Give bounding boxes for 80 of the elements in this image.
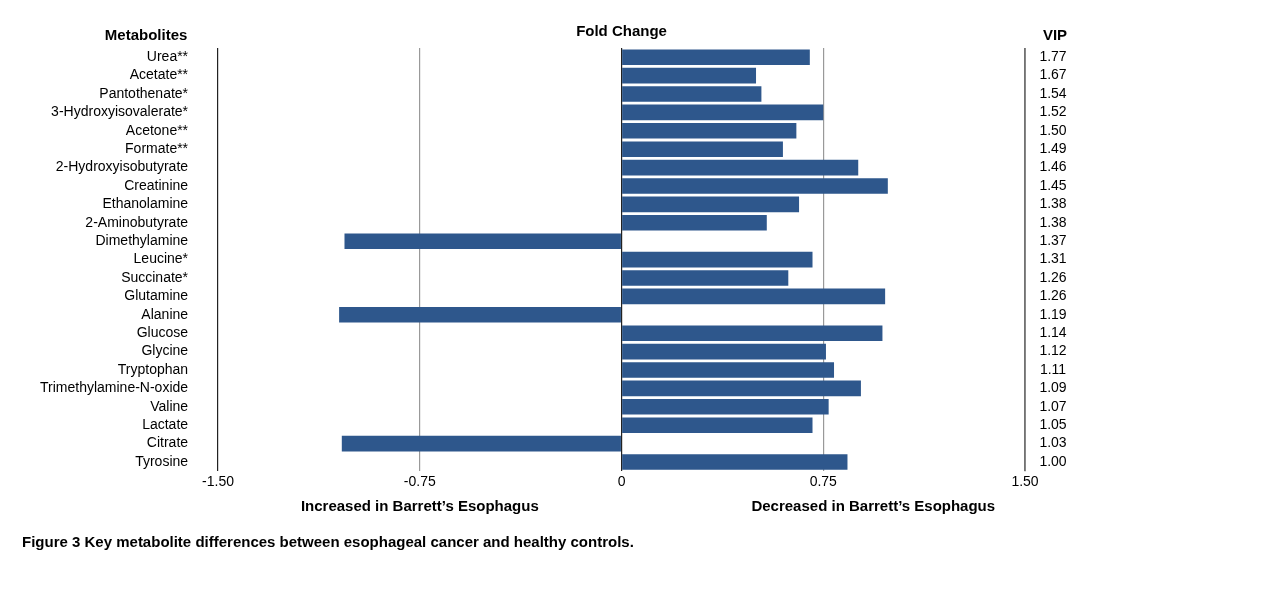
text: VIP bbox=[1042, 26, 1068, 44]
y-tick-label: Tryptophan bbox=[117, 360, 189, 377]
y-tick-label: Urea** bbox=[146, 48, 189, 65]
text: 1.54 bbox=[1039, 84, 1067, 101]
y-tick-label: 3-Hydroxyisovalerate* bbox=[51, 103, 189, 120]
text: 1.49 bbox=[1039, 140, 1067, 157]
y-tick-label: Valine bbox=[150, 397, 189, 414]
y-tick-label: Formate** bbox=[125, 140, 189, 157]
text: 1.07 bbox=[1039, 397, 1067, 414]
bar bbox=[622, 251, 813, 268]
bar bbox=[622, 104, 824, 121]
text: 1.37 bbox=[1039, 232, 1067, 249]
y-tick-label: Glutamine bbox=[124, 287, 189, 304]
y-tick-label: Lactate bbox=[142, 416, 189, 433]
text: 1.05 bbox=[1039, 416, 1067, 433]
y-tick-label: Leucine* bbox=[133, 250, 189, 267]
text: Decreased in Barrett’s Esophagus bbox=[751, 497, 996, 515]
y-tick-label: Acetone** bbox=[125, 121, 189, 138]
text: 1.14 bbox=[1039, 324, 1067, 341]
text: 1.52 bbox=[1039, 103, 1067, 120]
bar bbox=[622, 141, 783, 158]
bar bbox=[622, 178, 888, 194]
bar bbox=[339, 306, 621, 323]
bar bbox=[622, 86, 762, 102]
text: 1.31 bbox=[1039, 250, 1067, 267]
caption: Figure 3 Key metabolite differences between esophageal cancer and healthy controls. bbox=[22, 533, 634, 551]
text: 1.12 bbox=[1039, 342, 1067, 359]
bar bbox=[344, 233, 621, 250]
bar bbox=[622, 214, 767, 231]
bar bbox=[622, 49, 810, 66]
bar bbox=[622, 380, 861, 397]
bar bbox=[622, 454, 848, 470]
y-tick-label: Glucose bbox=[136, 324, 189, 341]
text: 1.45 bbox=[1039, 176, 1067, 193]
text: 1.77 bbox=[1039, 48, 1067, 65]
text: 1.19 bbox=[1039, 305, 1067, 322]
x-tick-label: 0.75 bbox=[809, 473, 838, 490]
y-tick-label: Pantothenate* bbox=[99, 84, 189, 101]
text: Increased in Barrett’s Esophagus bbox=[300, 497, 539, 515]
chart-title: Fold Change bbox=[576, 22, 667, 40]
bar bbox=[622, 343, 826, 360]
text: 1.26 bbox=[1039, 287, 1067, 304]
y-tick-label: Citrate bbox=[146, 434, 189, 451]
y-tick-label: Tyrosine bbox=[135, 452, 189, 469]
y-tick-label: Acetate** bbox=[129, 66, 189, 83]
bar bbox=[622, 159, 859, 176]
bar bbox=[622, 398, 829, 415]
bar bbox=[622, 67, 757, 84]
y-tick-label: Ethanolamine bbox=[102, 195, 189, 212]
y-tick-label: Glycine bbox=[141, 342, 189, 359]
bar bbox=[341, 435, 621, 452]
text: 1.50 bbox=[1039, 121, 1067, 138]
bar bbox=[622, 288, 886, 305]
text: 1.03 bbox=[1039, 434, 1067, 451]
x-tick-label: -1.50 bbox=[202, 473, 235, 490]
y-axis-title: Metabolites bbox=[104, 26, 188, 44]
bar bbox=[622, 417, 813, 434]
x-tick-label: 1.50 bbox=[1011, 473, 1039, 490]
text: 1.46 bbox=[1039, 158, 1067, 175]
text: 1.38 bbox=[1039, 195, 1067, 212]
x-tick-label: 0 bbox=[617, 473, 626, 490]
bar bbox=[622, 325, 883, 342]
bar bbox=[622, 196, 800, 213]
y-tick-label: 2-Aminobutyrate bbox=[85, 213, 189, 230]
y-tick-label: Dimethylamine bbox=[95, 232, 189, 249]
y-tick-label: 2-Hydroxyisobutyrate bbox=[55, 158, 189, 175]
x-tick-label: -0.75 bbox=[403, 473, 436, 490]
text: 1.00 bbox=[1039, 452, 1067, 469]
bar bbox=[622, 122, 797, 139]
bar bbox=[622, 362, 835, 378]
text: 1.67 bbox=[1039, 66, 1067, 83]
y-tick-label: Creatinine bbox=[124, 176, 189, 193]
text: 1.38 bbox=[1039, 213, 1067, 230]
y-tick-label: Succinate* bbox=[121, 268, 189, 285]
y-tick-label: Alanine bbox=[141, 305, 189, 322]
y-tick-label: Trimethylamine-N-oxide bbox=[40, 379, 189, 396]
text: 1.09 bbox=[1039, 379, 1067, 396]
text: 1.11 bbox=[1039, 360, 1067, 377]
bar bbox=[622, 270, 789, 286]
text: 1.26 bbox=[1039, 268, 1067, 285]
